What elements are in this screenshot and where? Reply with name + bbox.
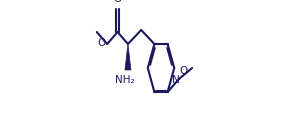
Text: NH₂: NH₂ bbox=[115, 75, 135, 85]
Text: O: O bbox=[180, 66, 188, 76]
Text: N: N bbox=[172, 75, 179, 85]
Text: O: O bbox=[113, 0, 122, 4]
Polygon shape bbox=[125, 44, 131, 70]
Text: O: O bbox=[98, 38, 106, 48]
